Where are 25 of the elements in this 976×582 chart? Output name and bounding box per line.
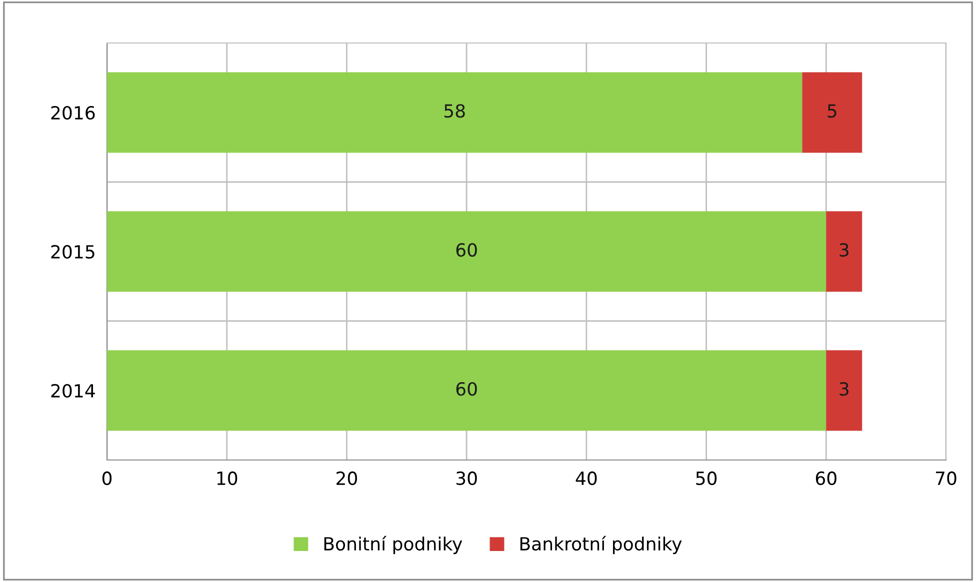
data-label: 60 xyxy=(456,243,477,257)
data-label: 5 xyxy=(828,104,836,118)
x-tick-label: 10 xyxy=(217,471,238,486)
x-tick-label: 20 xyxy=(336,471,358,486)
bar xyxy=(826,350,862,431)
x-tick-label: 0 xyxy=(102,471,112,486)
data-label: 3 xyxy=(840,382,848,396)
x-tick-label: 60 xyxy=(816,471,836,486)
data-label: 58 xyxy=(444,104,465,118)
legend-label: Bankrotní podniky xyxy=(520,536,682,554)
y-tick-label: 2016 xyxy=(51,106,95,120)
x-tick-label: 70 xyxy=(936,471,956,486)
bar xyxy=(802,72,862,153)
bar xyxy=(107,72,802,153)
data-label: 3 xyxy=(840,243,848,257)
data-label: 60 xyxy=(456,382,477,396)
bar xyxy=(107,211,826,292)
bar xyxy=(826,211,862,292)
y-tick-label: 2015 xyxy=(51,244,94,259)
x-tick-label: 30 xyxy=(456,471,477,486)
legend-label: Bonitní podniky xyxy=(324,536,462,554)
y-tick-label: 2014 xyxy=(51,384,95,398)
x-tick-label: 50 xyxy=(696,471,717,486)
bar xyxy=(107,350,826,431)
x-tick-label: 40 xyxy=(576,471,597,486)
